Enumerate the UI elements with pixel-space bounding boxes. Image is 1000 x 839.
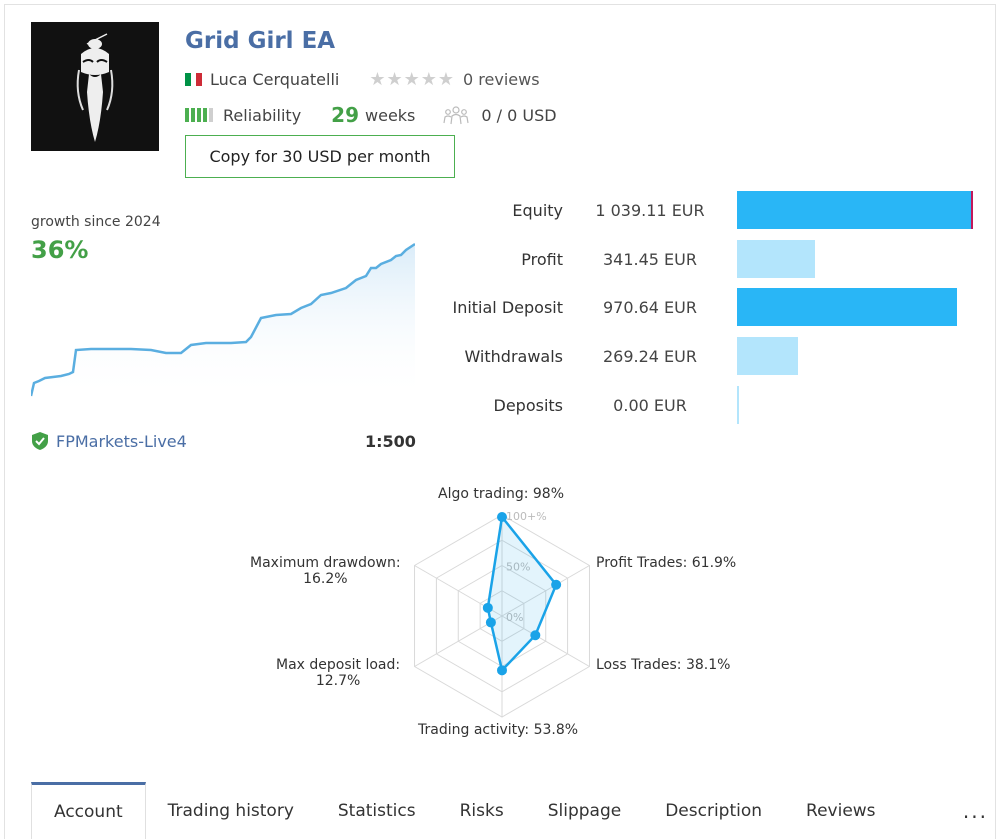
fin-label: Equity [512, 201, 563, 220]
radar-data-point [486, 617, 496, 627]
tab-statistics[interactable]: Statistics [316, 782, 438, 839]
radar-svg: 100+%50%0% [240, 480, 760, 750]
fin-label: Profit [521, 250, 563, 269]
signal-avatar[interactable] [31, 22, 159, 151]
deposits-bar [737, 386, 739, 424]
fin-row-withdrawals: Withdrawals 269.24 EUR [430, 337, 990, 377]
reliability-bar [185, 108, 189, 122]
reliability-bar [191, 108, 195, 122]
author-row: Luca Cerquatelli ★ ★ ★ ★ ★ 0 reviews [185, 70, 540, 89]
tab-risks[interactable]: Risks [438, 782, 526, 839]
radar-data-point [497, 512, 507, 522]
reliability-bar [203, 108, 207, 122]
weeks-label: weeks [365, 106, 415, 125]
fin-row-profit: Profit 341.45 EUR [430, 240, 990, 280]
radar-chart: 100+%50%0% Algo trading: 98% Profit Trad… [240, 480, 760, 750]
verified-shield-icon [31, 431, 49, 451]
fin-value: 0.00 EUR [590, 396, 710, 415]
star-icon: ★ [369, 71, 385, 89]
radar-label-profit-trades: Profit Trades: 61.9% [596, 555, 736, 571]
radar-label-line: Max deposit load: [276, 657, 400, 673]
more-menu-icon[interactable]: ... [963, 799, 988, 823]
radar-label-trading-activity: Trading activity: 53.8% [418, 722, 578, 738]
fin-row-equity: Equity 1 039.11 EUR [430, 191, 990, 231]
radar-data-point [483, 603, 493, 613]
broker-server[interactable]: FPMarkets-Live4 [31, 431, 187, 451]
fin-label: Deposits [494, 396, 564, 415]
star-icon: ★ [421, 71, 437, 89]
initial-deposit-bar [737, 288, 957, 326]
weeks-count: 29 [331, 103, 359, 127]
withdrawals-bar [737, 337, 798, 375]
author-name[interactable]: Luca Cerquatelli [210, 70, 339, 89]
copy-subscribe-button[interactable]: Copy for 30 USD per month [185, 135, 455, 178]
subscribers-icon [443, 105, 469, 125]
fin-value: 1 039.11 EUR [590, 201, 710, 220]
star-icon: ★ [404, 71, 420, 89]
tab-bar: Account Trading history Statistics Risks… [31, 782, 1000, 839]
radar-label-loss-trades: Loss Trades: 38.1% [596, 657, 730, 673]
reliability-bars-icon [185, 108, 215, 122]
growth-label: growth since 2024 [31, 214, 161, 230]
radar-label-line: 12.7% [276, 673, 400, 689]
radar-label-max-drawdown: Maximum drawdown: 16.2% [250, 555, 401, 587]
signal-title[interactable]: Grid Girl EA [185, 28, 335, 54]
tab-account[interactable]: Account [31, 782, 146, 839]
radar-label-line: Maximum drawdown: [250, 555, 401, 571]
fin-value: 341.45 EUR [590, 250, 710, 269]
growth-area [31, 244, 415, 400]
radar-label-max-deposit-load: Max deposit load: 12.7% [276, 657, 400, 689]
fin-row-deposits: Deposits 0.00 EUR [430, 386, 990, 426]
profit-bar [737, 240, 815, 278]
radar-data-point [551, 580, 561, 590]
tab-trading-history[interactable]: Trading history [146, 782, 316, 839]
leverage-value: 1:500 [365, 432, 416, 451]
tab-reviews[interactable]: Reviews [784, 782, 898, 839]
fin-label: Initial Deposit [452, 298, 563, 317]
reliability-bar [197, 108, 201, 122]
broker-name[interactable]: FPMarkets-Live4 [56, 432, 187, 451]
reliability-row: Reliability 29 weeks 0 / 0 USD [185, 103, 557, 127]
fin-value: 970.64 EUR [590, 298, 710, 317]
equity-bar [737, 191, 973, 229]
star-icon: ★ [438, 71, 454, 89]
star-icon: ★ [386, 71, 402, 89]
reviews-count[interactable]: 0 reviews [463, 70, 540, 89]
tab-description[interactable]: Description [643, 782, 784, 839]
fin-row-initial-deposit: Initial Deposit 970.64 EUR [430, 288, 990, 328]
reliability-bar [209, 108, 213, 122]
growth-chart[interactable] [31, 238, 415, 400]
fin-label: Withdrawals [464, 347, 563, 366]
radar-data-point [497, 665, 507, 675]
equity-bar-edge [971, 191, 973, 229]
radar-data-point [530, 630, 540, 640]
radar-label-algo-trading: Algo trading: 98% [438, 486, 564, 502]
radar-label-line: 16.2% [250, 571, 401, 587]
rating-stars: ★ ★ ★ ★ ★ [369, 71, 455, 89]
subscribers-value: 0 / 0 USD [481, 106, 556, 125]
tab-slippage[interactable]: Slippage [526, 782, 644, 839]
fin-value: 269.24 EUR [590, 347, 710, 366]
reliability-label: Reliability [223, 106, 301, 125]
radar-ring-label: 100+% [506, 510, 547, 523]
italy-flag-icon [185, 73, 202, 86]
